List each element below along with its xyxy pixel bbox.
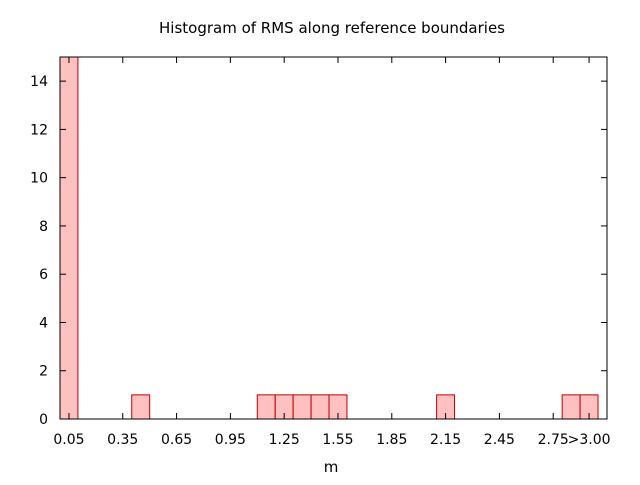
y-tick-label: 0 bbox=[39, 412, 48, 428]
x-tick-label: 2.75 bbox=[538, 432, 569, 448]
y-tick-label: 10 bbox=[30, 171, 48, 187]
ticks-group: 0 2 4 6 8 10 12 14 0.05 0.35 0.65 0.95 1.25 1.55 1.85 2… bbox=[30, 57, 611, 448]
x-tick-label: 0.05 bbox=[53, 432, 84, 448]
x-tick-label: 2.45 bbox=[484, 432, 515, 448]
histogram-bar bbox=[131, 394, 151, 420]
histogram-bar bbox=[292, 394, 312, 420]
x-tick-label: 0.65 bbox=[161, 432, 192, 448]
histogram-bar bbox=[59, 56, 79, 420]
x-axis-label: m bbox=[324, 458, 339, 476]
y-tick-label: 6 bbox=[39, 267, 48, 283]
chart-title: Histogram of RMS along reference boundar… bbox=[159, 19, 505, 37]
y-tick-label: 8 bbox=[39, 219, 48, 235]
y-tick-label: 2 bbox=[39, 364, 48, 380]
x-tick-label: 0.95 bbox=[215, 432, 246, 448]
x-tick-label: 2.15 bbox=[430, 432, 461, 448]
y-tick-label: 4 bbox=[39, 315, 48, 331]
x-tick-label: 0.35 bbox=[107, 432, 138, 448]
histogram-bar bbox=[256, 394, 276, 420]
histogram-bar bbox=[310, 394, 330, 420]
bars-group bbox=[59, 56, 599, 420]
x-tick-label: 1.85 bbox=[376, 432, 407, 448]
y-tick-label: 12 bbox=[30, 122, 48, 138]
x-tick-label: >3.00 bbox=[568, 432, 611, 448]
y-tick-label: 14 bbox=[30, 74, 48, 90]
plot-frame bbox=[59, 56, 608, 420]
histogram-bar bbox=[561, 394, 581, 420]
x-tick-label: 1.55 bbox=[322, 432, 353, 448]
x-tick-label: 1.25 bbox=[269, 432, 300, 448]
